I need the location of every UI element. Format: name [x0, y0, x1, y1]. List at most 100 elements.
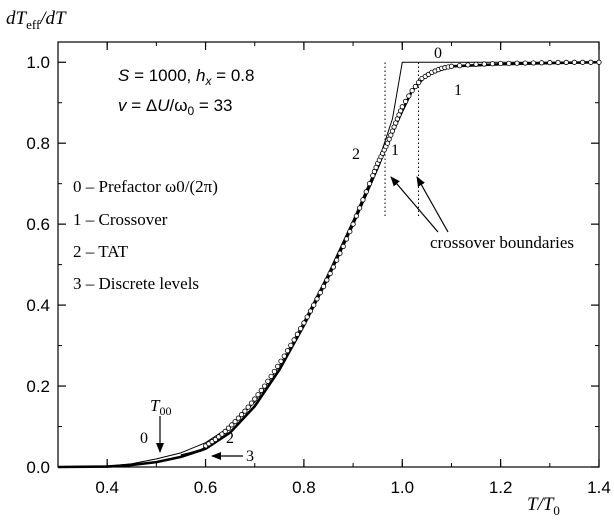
series-2-point: [233, 419, 237, 423]
series-2-point: [282, 354, 286, 358]
series-2-point: [312, 303, 316, 307]
series-2-point: [292, 338, 296, 342]
series-2-point: [597, 60, 601, 64]
x-axis-label: T/T0: [527, 494, 560, 518]
series-2-point: [490, 62, 494, 66]
y-label-d: d: [6, 8, 16, 29]
y-tick-label: 0.4: [26, 296, 50, 315]
series-2-point: [249, 401, 253, 405]
series-2-point: [321, 284, 325, 288]
series-2-point: [407, 94, 411, 98]
series-2-point: [272, 369, 276, 373]
series-2-point: [253, 397, 257, 401]
series-2-point: [400, 105, 404, 109]
legend-item-2: 2 – TAT: [73, 242, 129, 261]
y-tick-label: 0.0: [26, 458, 50, 477]
series-2-point: [328, 271, 332, 275]
series-2-point: [275, 364, 279, 368]
series-2-point: [351, 222, 355, 226]
param-h: h: [196, 66, 205, 85]
series-2-point: [338, 251, 342, 255]
series-2-point: [564, 60, 568, 64]
series-2-point: [403, 99, 407, 103]
series-2-point: [482, 62, 486, 66]
series-2-point: [259, 388, 263, 392]
curve-label-0-top: 0: [434, 45, 442, 62]
legend-item-0: 0 – Prefactor ω0/(2π): [73, 177, 218, 196]
series-2-point: [341, 244, 345, 248]
series-2-point: [315, 297, 319, 301]
series-2-point: [354, 214, 358, 218]
series-2-point: [523, 61, 527, 65]
series-2-point: [507, 61, 511, 65]
series-2-point: [449, 64, 453, 68]
series-2-point: [410, 88, 414, 92]
y-tick-label: 0.8: [26, 134, 50, 153]
param-S: S: [118, 66, 130, 85]
series-2-point: [466, 63, 470, 67]
series-1-line: [58, 62, 599, 467]
param-eq: = Δ: [127, 96, 158, 115]
curve-label-2-bottom: 2: [226, 430, 234, 447]
curve-label-1-mid: 1: [391, 142, 399, 159]
x-label-sub: 0: [553, 503, 560, 518]
series-2-point: [357, 206, 361, 210]
param-h-value: = 0.8: [211, 66, 254, 85]
y-tick-label: 0.6: [26, 215, 50, 234]
series-2-point: [269, 374, 273, 378]
series-2-point: [239, 412, 243, 416]
series-2-point: [246, 405, 250, 409]
curve-label-3-bottom: 3: [246, 448, 254, 465]
curve-label-1-top: 1: [454, 82, 462, 99]
series-2-point: [580, 60, 584, 64]
x-label-main: T/T: [527, 494, 555, 515]
legend-item-3: 3 – Discrete levels: [73, 274, 199, 293]
t00-label: T00: [150, 396, 171, 418]
series-layer: [58, 60, 601, 467]
series-2-point: [266, 379, 270, 383]
series-2-point: [364, 190, 368, 194]
param-S-value: = 1000,: [129, 66, 196, 85]
series-2-point: [305, 315, 309, 319]
y-axis-label: dTeff/dT: [6, 8, 67, 32]
series-2-point: [318, 290, 322, 294]
y-label-sub: eff: [26, 17, 41, 32]
series-2-point: [572, 60, 576, 64]
param-U: U: [157, 96, 170, 115]
params-line-1: S = 1000, hx = 0.8: [118, 66, 254, 88]
series-2-point: [236, 416, 240, 420]
series-2-point: [416, 80, 420, 84]
x-tick-label: 1.2: [489, 478, 513, 497]
series-2-point: [413, 84, 417, 88]
series-2-point: [325, 278, 329, 282]
series-2-point: [539, 61, 543, 65]
series-2-point: [279, 359, 283, 363]
series-2-point: [334, 258, 338, 262]
curve-label-0-bottom: 0: [140, 430, 148, 447]
series-2-point: [295, 332, 299, 336]
x-tick-label: 0.4: [95, 478, 119, 497]
param-slash: /ω: [170, 96, 188, 115]
series-2-point: [589, 60, 593, 64]
crossover-arrow-right: [417, 177, 448, 232]
series-2-point: [367, 181, 371, 185]
y-tick-label: 1.0: [26, 53, 50, 72]
params-line-2: v = ΔU/ω0 = 33: [118, 96, 233, 118]
ticks: 0.4 0.6 0.8 1.0 1.2 1.4 0.0 0.2 0.4 0.6 0.8 1.0: [26, 42, 610, 497]
series-2-point: [289, 343, 293, 347]
series-2-point: [474, 62, 478, 66]
series-2-point: [262, 384, 266, 388]
series-2-point: [243, 409, 247, 413]
x-tick-label: 1.0: [390, 478, 414, 497]
series-2-point: [344, 237, 348, 241]
series-2-point: [515, 61, 519, 65]
series-2-point: [302, 321, 306, 325]
x-tick-label: 0.8: [292, 478, 316, 497]
series-2-point: [256, 392, 260, 396]
x-tick-label: 0.6: [194, 478, 218, 497]
series-2-point: [348, 229, 352, 233]
legend: 0 – Prefactor ω0/(2π) 1 – Crossover 2 – …: [73, 177, 218, 293]
series-0-line: [58, 62, 599, 467]
y-tick-label: 0.2: [26, 377, 50, 396]
